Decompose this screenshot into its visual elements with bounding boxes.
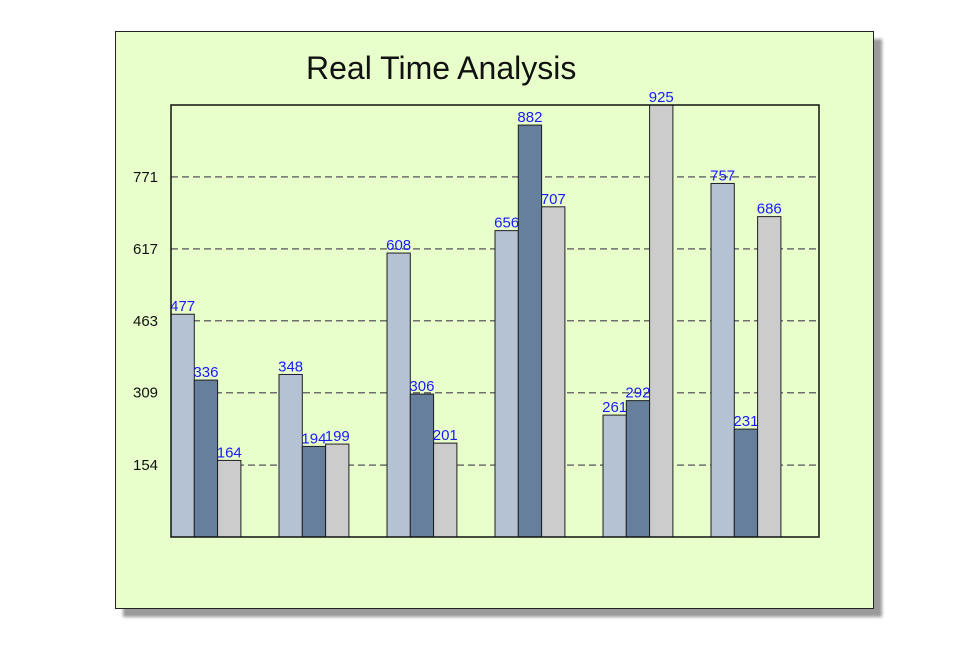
- y-tick-label: 617: [133, 241, 158, 258]
- bar: [517, 124, 543, 538]
- data-label: 608: [386, 237, 411, 254]
- bar: [541, 206, 566, 538]
- chart-panel: Real Time Analysis 154 309 463 617 771 477 348…: [115, 31, 874, 609]
- bar: [625, 400, 651, 538]
- plot-frame: [170, 104, 820, 538]
- y-tick-label: 771: [133, 169, 158, 186]
- data-label: 477: [170, 298, 195, 315]
- data-label: 306: [409, 378, 434, 395]
- chart-canvas: 154 309 463 617 771 477 348 608 656 261 757 336 194 3…: [133, 89, 820, 538]
- bar: [193, 379, 219, 538]
- data-label: 686: [757, 201, 782, 218]
- bar: [757, 216, 782, 538]
- bar: [301, 445, 327, 538]
- data-label: 757: [710, 167, 735, 184]
- data-label: 336: [193, 364, 218, 381]
- data-label: 925: [649, 89, 674, 106]
- y-tick-label: 463: [133, 313, 158, 330]
- bar: [649, 104, 674, 538]
- data-label: 707: [541, 191, 566, 208]
- bar: [494, 230, 519, 538]
- data-label: 201: [433, 427, 458, 444]
- bar: [325, 443, 350, 538]
- bar: [386, 252, 411, 538]
- y-tick-label: 309: [133, 385, 158, 402]
- data-label: 164: [217, 444, 242, 461]
- bar: [170, 313, 195, 538]
- data-label: 292: [625, 385, 650, 402]
- data-label: 348: [278, 358, 303, 375]
- data-label: 656: [494, 215, 519, 232]
- bar: [710, 182, 735, 538]
- bar: [433, 442, 458, 538]
- bar: [602, 414, 627, 538]
- bar: [409, 393, 435, 538]
- bar: [217, 459, 242, 538]
- data-label: 199: [325, 428, 350, 445]
- data-label: 194: [301, 430, 326, 447]
- bar: [733, 428, 759, 538]
- data-label: 261: [602, 399, 627, 416]
- data-label: 882: [517, 109, 542, 126]
- chart-title: Real Time Analysis: [306, 50, 577, 86]
- data-label: 231: [733, 413, 758, 430]
- y-tick-label: 154: [133, 457, 158, 474]
- bar: [278, 373, 303, 538]
